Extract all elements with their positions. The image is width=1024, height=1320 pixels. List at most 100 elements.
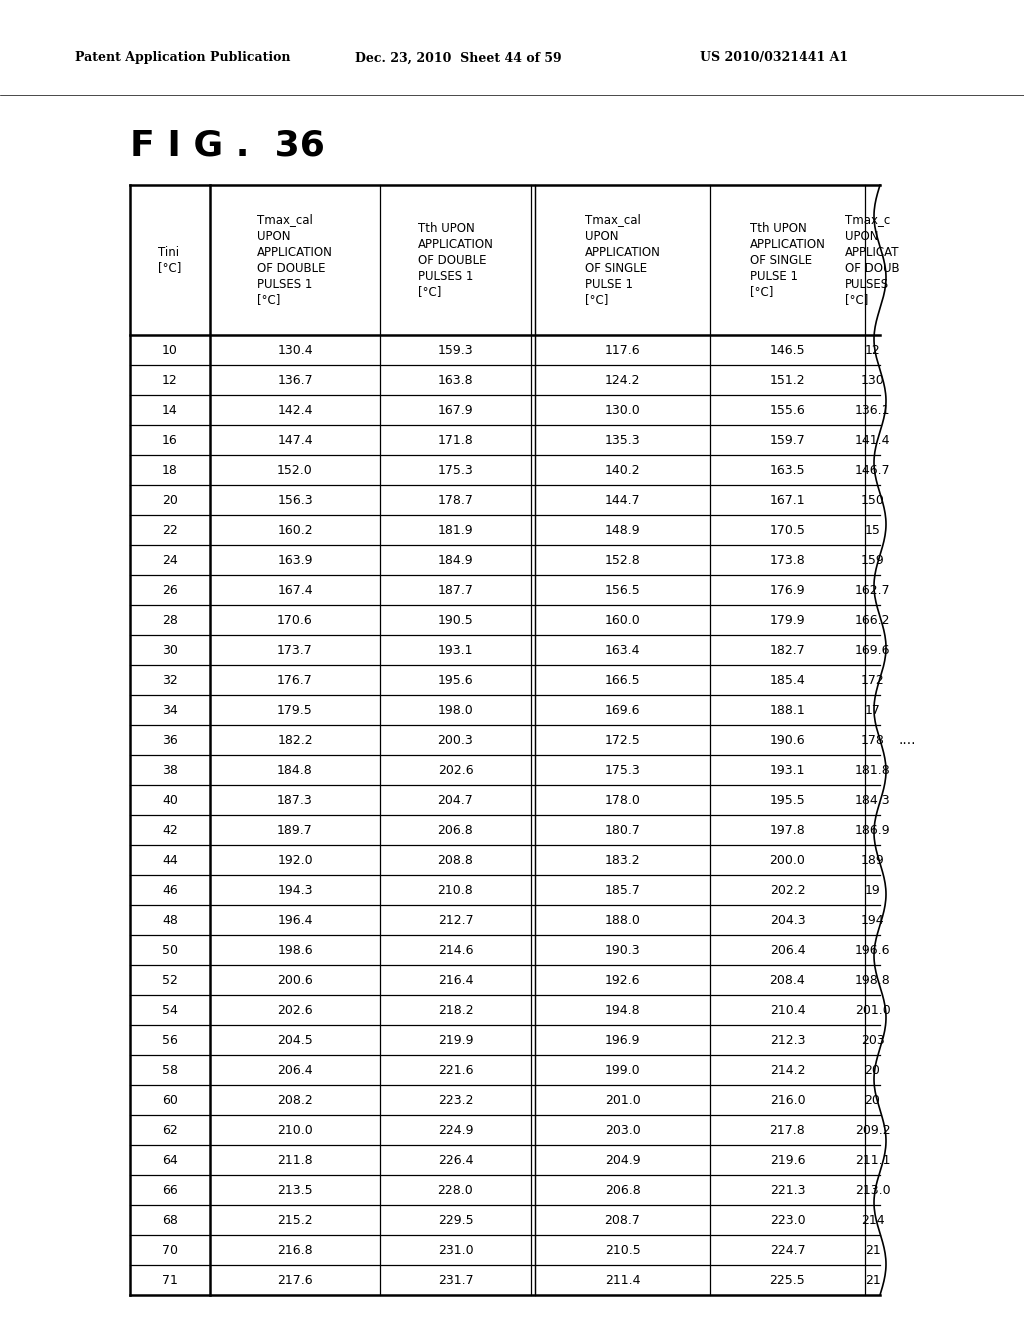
Text: 136.1: 136.1 [855,404,890,417]
Text: 224.9: 224.9 [437,1123,473,1137]
Text: 206.8: 206.8 [604,1184,640,1196]
Text: 204.7: 204.7 [437,793,473,807]
Text: 181.9: 181.9 [437,524,473,536]
Text: 221.3: 221.3 [770,1184,805,1196]
Text: 198.8: 198.8 [855,974,891,986]
Text: 135.3: 135.3 [605,433,640,446]
Text: 200.6: 200.6 [278,974,313,986]
Text: 70: 70 [162,1243,178,1257]
Text: 204.9: 204.9 [605,1154,640,1167]
Text: 124.2: 124.2 [605,374,640,387]
Text: 19: 19 [864,883,881,896]
Text: 204.3: 204.3 [770,913,805,927]
Text: 156.3: 156.3 [278,494,312,507]
Text: 223.0: 223.0 [770,1213,805,1226]
Text: ....: .... [898,733,915,747]
Text: 170.6: 170.6 [278,614,313,627]
Text: 20: 20 [864,1093,881,1106]
Text: 156.5: 156.5 [604,583,640,597]
Text: 32: 32 [162,673,178,686]
Text: 42: 42 [162,824,178,837]
Text: 28: 28 [162,614,178,627]
Text: 166.2: 166.2 [855,614,890,627]
Text: 52: 52 [162,974,178,986]
Text: 146.7: 146.7 [855,463,890,477]
Text: 162.7: 162.7 [855,583,890,597]
Text: 187.3: 187.3 [278,793,313,807]
Text: 197.8: 197.8 [770,824,805,837]
Text: Tini
[°C]: Tini [°C] [159,246,181,275]
Text: F I G .  36: F I G . 36 [130,128,325,162]
Text: 208.7: 208.7 [604,1213,640,1226]
Text: 167.1: 167.1 [770,494,805,507]
Text: 166.5: 166.5 [605,673,640,686]
Text: 193.1: 193.1 [437,644,473,656]
Text: 180.7: 180.7 [604,824,640,837]
Text: 190.5: 190.5 [437,614,473,627]
Text: 184.3: 184.3 [855,793,890,807]
Text: 199.0: 199.0 [605,1064,640,1077]
Text: 151.2: 151.2 [770,374,805,387]
Text: 130.4: 130.4 [278,343,312,356]
Text: 200.3: 200.3 [437,734,473,747]
Text: 198.0: 198.0 [437,704,473,717]
Text: 20: 20 [864,1064,881,1077]
Text: 15: 15 [864,524,881,536]
Text: 182.2: 182.2 [278,734,312,747]
Text: 176.7: 176.7 [278,673,313,686]
Text: 44: 44 [162,854,178,866]
Text: 62: 62 [162,1123,178,1137]
Text: 189: 189 [860,854,885,866]
Text: 24: 24 [162,553,178,566]
Text: 167.9: 167.9 [437,404,473,417]
Text: 184.9: 184.9 [437,553,473,566]
Text: 71: 71 [162,1274,178,1287]
Text: 213.5: 213.5 [278,1184,312,1196]
Text: Tth UPON
APPLICATION
OF SINGLE
PULSE 1
[°C]: Tth UPON APPLICATION OF SINGLE PULSE 1 [… [750,222,825,298]
Text: 167.4: 167.4 [278,583,312,597]
Text: 215.2: 215.2 [278,1213,312,1226]
Text: 201.0: 201.0 [604,1093,640,1106]
Text: 216.4: 216.4 [437,974,473,986]
Text: 176.9: 176.9 [770,583,805,597]
Text: 10: 10 [162,343,178,356]
Text: 201.0: 201.0 [855,1003,891,1016]
Text: 30: 30 [162,644,178,656]
Text: 12: 12 [162,374,178,387]
Text: 188.0: 188.0 [604,913,640,927]
Text: 196.4: 196.4 [278,913,312,927]
Text: 178: 178 [860,734,885,747]
Text: 194.3: 194.3 [278,883,312,896]
Text: 182.7: 182.7 [770,644,805,656]
Text: 163.5: 163.5 [770,463,805,477]
Text: 21: 21 [864,1274,881,1287]
Text: 203: 203 [860,1034,885,1047]
Text: 204.5: 204.5 [278,1034,313,1047]
Text: 38: 38 [162,763,178,776]
Text: 216.8: 216.8 [278,1243,312,1257]
Text: 190.3: 190.3 [605,944,640,957]
Text: 212.7: 212.7 [437,913,473,927]
Text: 163.4: 163.4 [605,644,640,656]
Text: 206.4: 206.4 [770,944,805,957]
Text: 218.2: 218.2 [437,1003,473,1016]
Text: 202.6: 202.6 [437,763,473,776]
Text: 144.7: 144.7 [605,494,640,507]
Text: 187.7: 187.7 [437,583,473,597]
Text: 219.9: 219.9 [437,1034,473,1047]
Text: US 2010/0321441 A1: US 2010/0321441 A1 [700,51,848,65]
Text: 148.9: 148.9 [605,524,640,536]
Text: 130: 130 [860,374,885,387]
Text: 36: 36 [162,734,178,747]
Text: 142.4: 142.4 [278,404,312,417]
Text: Tmax_cal
UPON
APPLICATION
OF SINGLE
PULSE 1
[°C]: Tmax_cal UPON APPLICATION OF SINGLE PULS… [585,214,660,306]
Text: 196.9: 196.9 [605,1034,640,1047]
Text: 160.2: 160.2 [278,524,312,536]
Text: 219.6: 219.6 [770,1154,805,1167]
Text: 185.7: 185.7 [604,883,640,896]
Text: 202.2: 202.2 [770,883,805,896]
Text: 130.0: 130.0 [604,404,640,417]
Text: 173.7: 173.7 [278,644,313,656]
Text: 224.7: 224.7 [770,1243,805,1257]
Text: 40: 40 [162,793,178,807]
